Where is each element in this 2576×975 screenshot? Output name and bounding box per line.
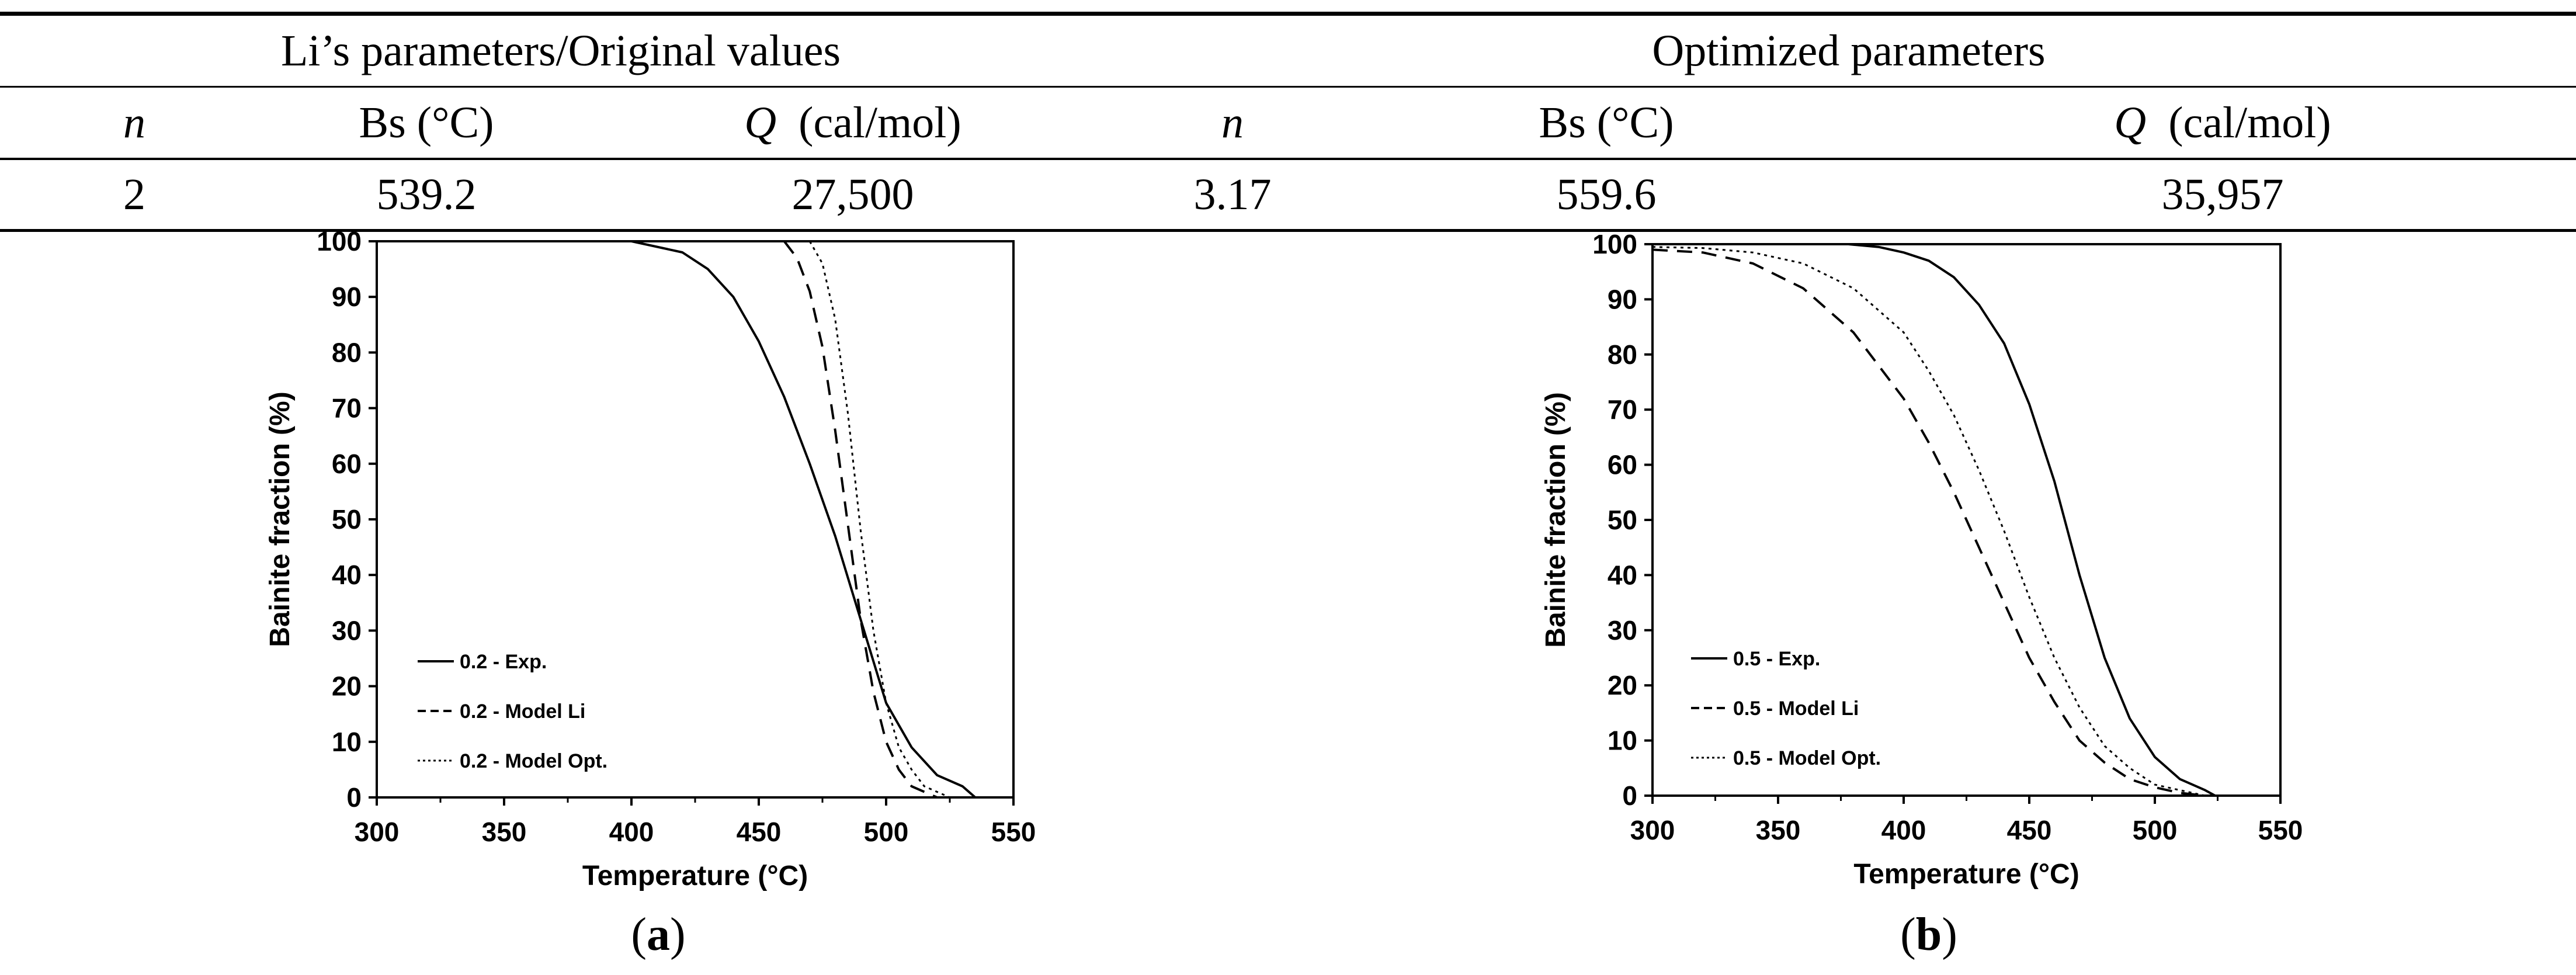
x-tick-label: 450 (737, 817, 782, 847)
y-tick-label: 60 (332, 449, 362, 479)
series-line-dashed (1652, 248, 2206, 797)
x-tick-label: 400 (1881, 815, 1926, 845)
legend-label: 0.2 - Exp. (460, 651, 547, 673)
x-tick-label: 350 (1756, 815, 1801, 845)
y-axis-label: Bainite fraction (%) (265, 391, 296, 647)
series-line-dashed (783, 240, 950, 799)
y-tick-label: 0 (346, 782, 362, 813)
series-line-dotted (1652, 246, 2206, 797)
header-bs-li: Bs (°C) (269, 86, 584, 160)
legend-label: 0.5 - Model Li (1733, 698, 1859, 720)
header-q-unit-li: (cal/mol) (799, 98, 961, 147)
x-tick-label: 500 (864, 817, 909, 847)
x-tick-label: 300 (355, 817, 400, 847)
x-tick-label: 350 (482, 817, 527, 847)
y-tick-label: 60 (1608, 450, 1637, 480)
x-tick-label: 400 (609, 817, 654, 847)
y-tick-label: 30 (332, 615, 362, 646)
x-tick-label: 450 (2007, 815, 2052, 845)
cell-n-opt: 3.17 (1122, 159, 1344, 232)
group-header-li: Li’s parameters/Original values (0, 12, 1122, 88)
legend-label: 0.5 - Exp. (1733, 648, 1820, 670)
x-axis-label: Temperature (°C) (1853, 859, 2079, 890)
header-q-li: Q (cal/mol) (584, 86, 1122, 160)
header-bs-opt: Bs (°C) (1343, 86, 1870, 160)
header-q-unit-opt: (cal/mol) (2168, 98, 2331, 147)
x-tick-label: 550 (991, 817, 1036, 847)
y-tick-label: 90 (332, 282, 362, 312)
y-tick-label: 40 (332, 560, 362, 590)
y-tick-label: 10 (1608, 726, 1637, 756)
y-tick-label: 50 (1608, 505, 1637, 535)
legend-label: 0.2 - Model Opt. (460, 750, 607, 772)
header-n-li: n (0, 86, 269, 160)
cell-q-li: 27,500 (584, 159, 1122, 232)
cell-q-opt: 35,957 (1869, 159, 2576, 232)
chart-a: 300 350 400 450 500 550 0 10 20 30 40 50 60 70 80 90 100… (265, 226, 1036, 891)
y-tick-label: 70 (332, 393, 362, 424)
cell-n-li: 2 (0, 159, 269, 232)
y-tick-label: 80 (1608, 339, 1637, 370)
legend-label: 0.5 - Model Opt. (1733, 747, 1881, 769)
y-tick-label: 80 (332, 337, 362, 367)
series-line-solid (631, 240, 976, 799)
y-tick-label: 100 (317, 226, 362, 256)
y-axis-label: Bainite fraction (%) (1540, 392, 1571, 647)
y-tick-label: 50 (332, 504, 362, 535)
header-n-opt: n (1122, 86, 1344, 160)
x-tick-label: 500 (2133, 815, 2178, 845)
x-axis-label: Temperature (°C) (582, 861, 808, 891)
header-q-symbol-opt: Q (2114, 98, 2147, 147)
cell-bs-opt: 559.6 (1343, 159, 1870, 232)
y-tick-label: 70 (1608, 394, 1637, 425)
group-header-optimized: Optimized parameters (1122, 12, 2576, 88)
y-tick-label: 0 (1622, 780, 1637, 811)
caption-b: (b) (1900, 909, 1957, 960)
y-tick-label: 90 (1608, 284, 1637, 314)
y-tick-label: 20 (1608, 670, 1637, 700)
header-q-symbol-li: Q (744, 98, 777, 147)
chart-b: 300 350 400 450 500 550 0 10 20 30 40 50 60 70 80 90 100… (1540, 229, 2303, 890)
parameters-table: Li’s parameters/Original values Optimize… (0, 12, 2576, 232)
x-tick-label: 550 (2258, 815, 2303, 845)
y-tick-label: 100 (1592, 229, 1637, 259)
caption-a: (a) (631, 909, 686, 960)
y-tick-label: 10 (332, 727, 362, 757)
header-q-opt: Q (cal/mol) (1869, 86, 2576, 160)
x-tick-label: 300 (1630, 815, 1675, 845)
y-tick-label: 40 (1608, 560, 1637, 590)
series-line-dotted (808, 241, 963, 799)
series-line-solid (1848, 243, 2216, 797)
y-tick-label: 20 (332, 671, 362, 702)
y-tick-label: 30 (1608, 615, 1637, 646)
cell-bs-li: 539.2 (269, 159, 584, 232)
legend-label: 0.2 - Model Li (460, 700, 585, 723)
